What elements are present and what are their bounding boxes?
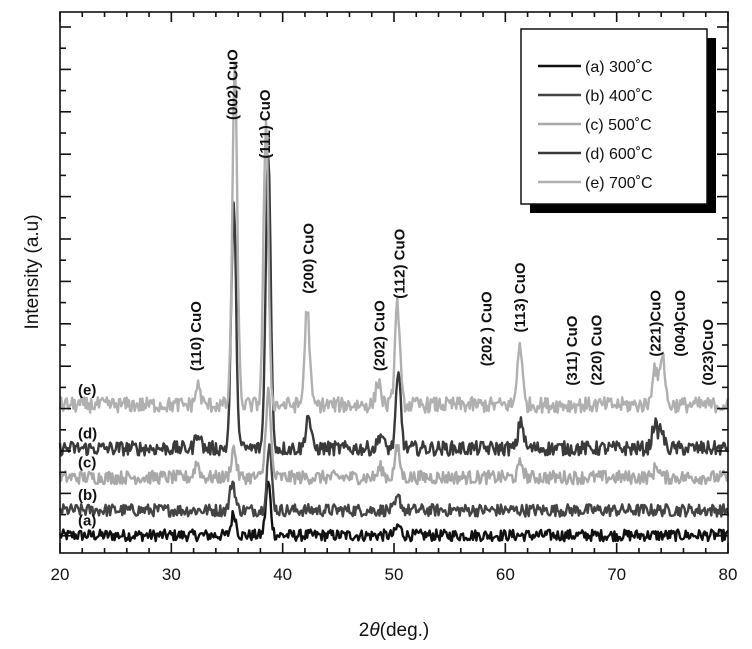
legend-label-b: (b) 400˚C (585, 88, 653, 105)
peak-label: (004)CuO (672, 290, 689, 357)
x-axis-title-prefix: 2 (359, 620, 370, 641)
peak-label: (111) CuO (257, 89, 274, 159)
peak-label: (112) CuO (392, 228, 409, 298)
legend-label-e: (e) 700˚C (585, 175, 653, 192)
axes-group: 20 30 40 50 60 70 80 (51, 11, 738, 584)
peak-labels-group: (110) CuO (002) CuO (111) CuO (200) CuO (202… (188, 49, 717, 386)
x-tick-label: 20 (51, 565, 70, 584)
curves-group (58, 61, 730, 543)
curve-label-e: (e) (78, 382, 96, 399)
x-tick-label: 40 (273, 565, 292, 584)
peak-label: (311) CuO (564, 315, 581, 385)
curve-labels-group: (a) (b) (c) (d) (e) (78, 382, 97, 529)
x-axis-title-symbol: θ (369, 620, 380, 641)
curve-label-c: (c) (78, 454, 96, 471)
legend-label-c: (c) 500˚C (585, 117, 652, 134)
x-tick-label: 80 (719, 565, 738, 584)
peak-label: (221)CuO (648, 290, 665, 357)
peak-label: (220) CuO (589, 314, 606, 385)
curve-label-d: (d) (78, 425, 97, 442)
legend-box (520, 28, 708, 205)
peak-label: (023)CuO (700, 319, 717, 386)
x-tick-label: 60 (496, 565, 515, 584)
curve-label-b: (b) (78, 487, 97, 504)
curve-label-a: (a) (78, 512, 96, 529)
legend-label-d: (d) 600˚C (585, 146, 653, 163)
x-tick-label: 30 (162, 565, 181, 584)
legend-label-a: (a) 300˚C (585, 59, 653, 76)
y-axis-title: Intensity (a.u) (22, 214, 43, 329)
peak-label: (002) CuO (225, 49, 242, 120)
peak-label: (113) CuO (512, 262, 529, 332)
x-tick-label: 70 (607, 565, 626, 584)
x-tick-label: 50 (385, 565, 404, 584)
series-line-c (58, 386, 730, 486)
peak-label: (202) CuO (372, 300, 389, 371)
peak-label: (202 ) CuO (478, 291, 495, 366)
legend: (a) 300˚C (b) 400˚C (c) 500˚C (d) 600˚C (e) … (520, 28, 716, 213)
peak-label: (110) CuO (188, 301, 205, 371)
series-line-b (58, 443, 730, 518)
series-line-e (58, 61, 730, 414)
series-line-a (58, 480, 729, 543)
x-axis-title-suffix: (deg.) (380, 620, 430, 641)
peak-label: (200) CuO (300, 223, 317, 294)
series-line-d (58, 154, 730, 457)
x-axis-title: 2θ(deg.) (359, 620, 430, 641)
